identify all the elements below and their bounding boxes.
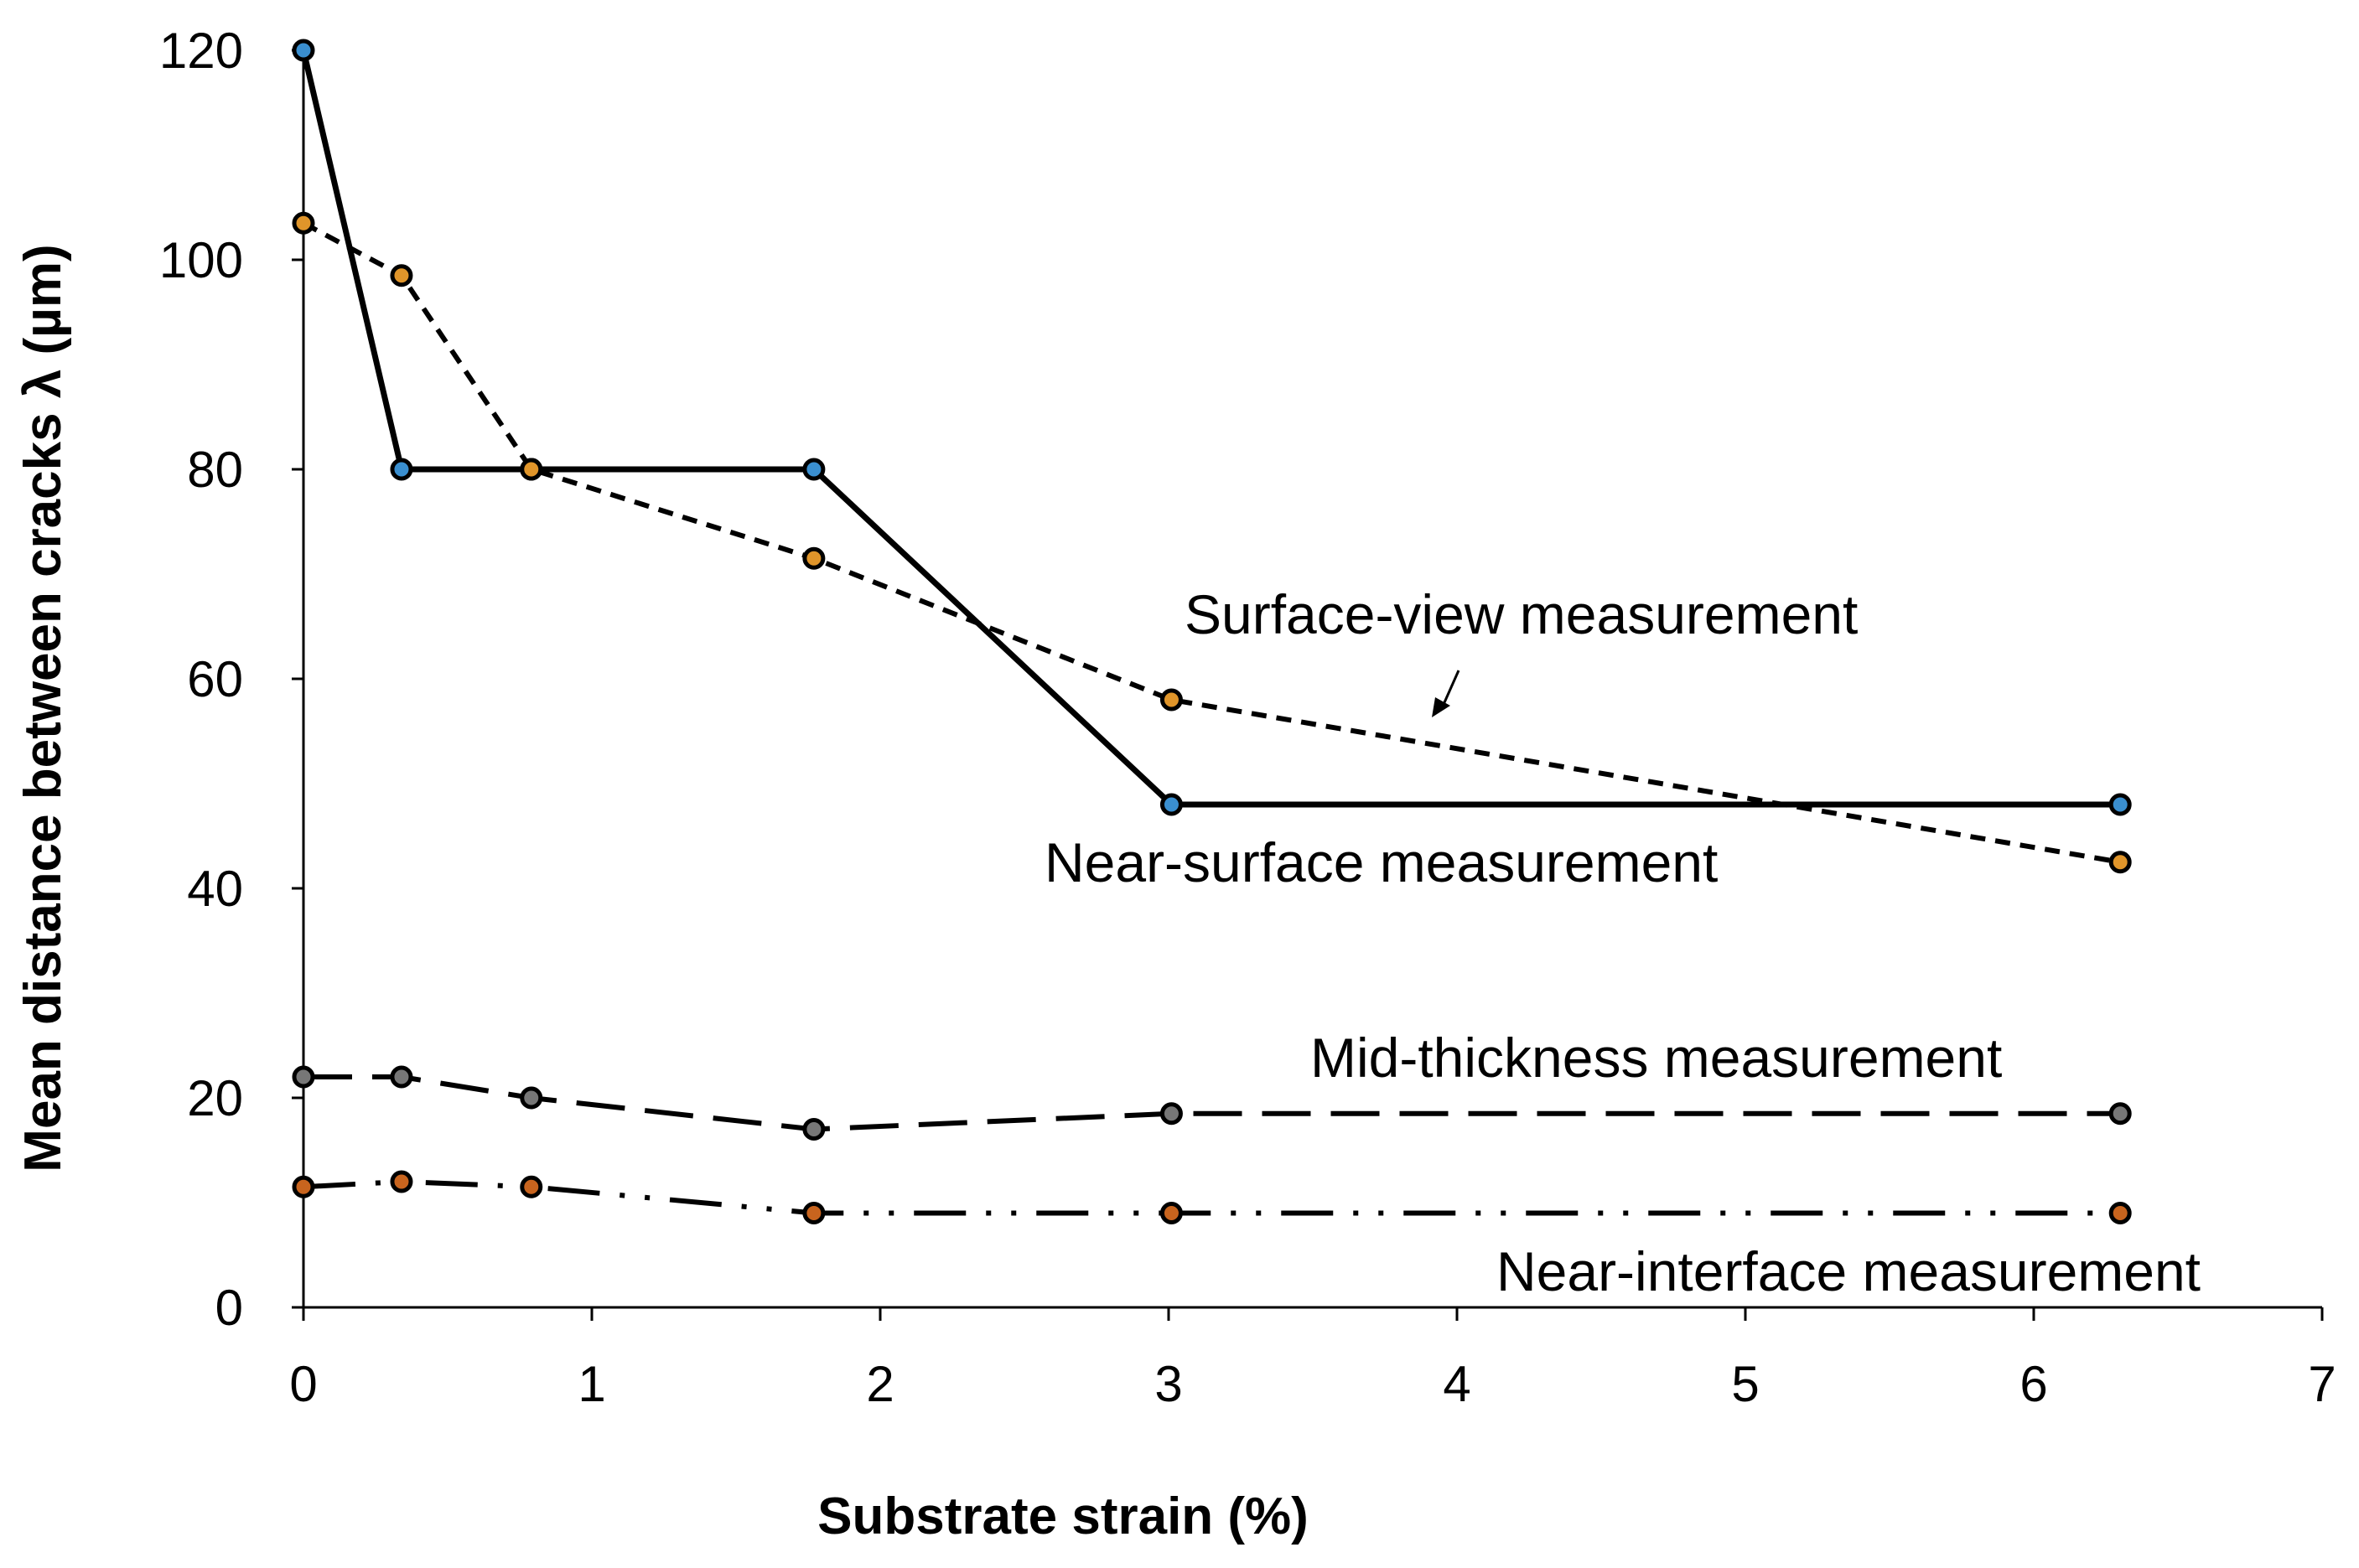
data-point [390,264,413,287]
data-point [1159,1102,1183,1126]
data-point [390,1065,413,1089]
series-line [300,49,2121,808]
data-point [802,458,826,481]
y-tick-label: 0 [215,1280,243,1336]
data-point [520,458,543,481]
y-tick-label: 100 [159,232,243,288]
x-tick-label: 5 [1731,1356,1759,1412]
arrow-shaft [1440,670,1460,709]
series-near-interface-measurement [292,1170,2132,1224]
series-line [302,220,2121,865]
data-point [292,211,315,235]
y-axis-title: Mean distance between cracks λ (µm) [14,244,72,1172]
arrow-head [1432,697,1450,717]
data-point [2108,1202,2132,1224]
series-line [303,1179,2121,1216]
data-point [802,1118,826,1141]
y-tick-label: 80 [187,442,243,498]
annotation-near-interface-measurement: Near-interface measurement [1496,1240,2201,1302]
annotation-near-surface-measurement: Near-surface measurement [1045,831,1718,893]
x-tick-label: 2 [866,1356,894,1412]
data-point [2108,1102,2132,1126]
x-ticks: 0 1 2 3 4 5 6 7 [289,1307,2336,1412]
y-tick-label: 60 [187,651,243,707]
data-point [1159,688,1183,712]
series-line [303,1074,2121,1132]
data-point [2108,793,2132,816]
annotation-mid-thickness-measurement: Mid-thickness measurement [1310,1027,2002,1089]
data-point [292,1065,315,1089]
y-tick-label: 120 [159,23,243,79]
data-point [1159,1202,1183,1224]
data-point [390,458,413,481]
x-tick-label: 6 [2019,1356,2047,1412]
y-ticks: 0 20 40 60 80 100 120 [159,23,303,1336]
annotation-surface-view-measurement: Surface-view measurement [1185,583,1858,645]
y-tick-label: 20 [187,1070,243,1126]
annotation-arrow [1432,670,1460,717]
x-tick-label: 0 [289,1356,317,1412]
data-point [2108,851,2132,874]
data-point [390,1170,413,1193]
data-point [292,1175,315,1198]
data-point [520,1175,543,1198]
data-point [520,1086,543,1110]
x-axis-title: Substrate strain (%) [817,1488,1309,1545]
x-tick-label: 4 [1443,1356,1470,1412]
x-tick-label: 1 [578,1356,605,1412]
x-tick-label: 7 [2308,1356,2336,1412]
data-point [292,39,315,62]
annotation-layer: Surface-view measurement Near-surface mea… [1045,583,2201,1302]
series-layer [292,39,2132,1224]
series-mid-thickness-measurement [292,1065,2132,1141]
data-point [802,1202,826,1224]
axes: 0 20 40 60 80 100 120 0 1 2 3 4 5 6 7 [159,23,2336,1412]
series-surface-view-measurement [292,211,2132,874]
series-near-surface-measurement [292,39,2132,816]
x-tick-label: 3 [1154,1356,1182,1412]
data-point [1159,793,1183,816]
y-tick-label: 40 [187,861,243,917]
data-point [802,546,826,570]
